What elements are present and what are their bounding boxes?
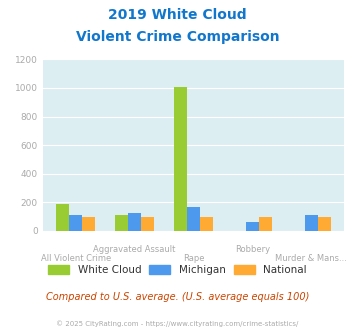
Bar	[318, 217, 331, 231]
Bar	[174, 86, 187, 231]
Text: Rape: Rape	[183, 254, 204, 263]
Bar	[200, 217, 213, 231]
Text: Aggravated Assault: Aggravated Assault	[93, 245, 176, 253]
Text: 2019 White Cloud: 2019 White Cloud	[108, 8, 247, 22]
Bar	[141, 217, 154, 231]
Bar	[187, 208, 200, 231]
Text: All Violent Crime: All Violent Crime	[40, 254, 111, 263]
Text: © 2025 CityRating.com - https://www.cityrating.com/crime-statistics/: © 2025 CityRating.com - https://www.city…	[56, 320, 299, 327]
Text: Murder & Mans...: Murder & Mans...	[275, 254, 347, 263]
Bar	[69, 214, 82, 231]
Bar	[128, 213, 141, 231]
Text: Violent Crime Comparison: Violent Crime Comparison	[76, 30, 279, 44]
Bar	[259, 217, 272, 231]
Legend: White Cloud, Michigan, National: White Cloud, Michigan, National	[44, 261, 311, 280]
Text: Compared to U.S. average. (U.S. average equals 100): Compared to U.S. average. (U.S. average …	[46, 292, 309, 302]
Bar	[82, 217, 95, 231]
Bar	[305, 214, 318, 231]
Bar	[246, 222, 259, 231]
Bar	[115, 214, 128, 231]
Text: Robbery: Robbery	[235, 245, 270, 253]
Bar	[56, 204, 69, 231]
